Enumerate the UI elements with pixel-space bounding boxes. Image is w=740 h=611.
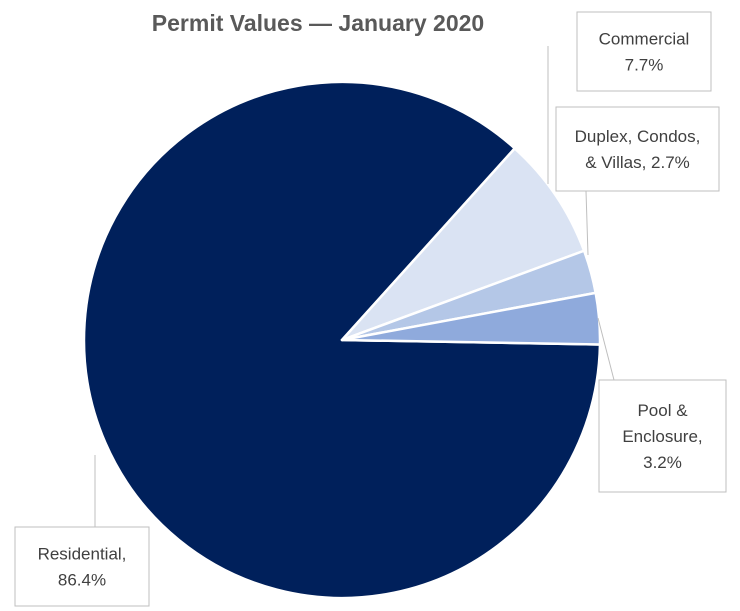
data-label-pool-and-enclosure: Pool & Enclosure, 3.2% bbox=[598, 379, 727, 493]
data-label-residential: Residential, 86.4% bbox=[14, 526, 150, 607]
slice-commercial bbox=[340, 147, 586, 342]
data-label-text: Duplex, Condos, bbox=[575, 127, 701, 146]
leader-line-duplex-condos-and-villas bbox=[585, 190, 589, 256]
data-label-text: 7.7% bbox=[625, 56, 664, 75]
data-label-text: 86.4% bbox=[58, 571, 106, 590]
data-label-box bbox=[598, 379, 727, 493]
data-label-text: Residential, bbox=[38, 545, 127, 564]
pie-slices bbox=[82, 80, 602, 600]
data-label-duplex-condos-and-villas: Duplex, Condos, & Villas, 2.7% bbox=[555, 106, 720, 192]
data-label-commercial: Commercial 7.7% bbox=[576, 11, 712, 92]
data-label-text: Pool & bbox=[637, 401, 688, 420]
data-label-box bbox=[555, 106, 720, 192]
data-label-box bbox=[576, 11, 712, 92]
leader-line-pool-and-enclosure bbox=[597, 317, 615, 381]
leader-lines bbox=[94, 46, 615, 527]
data-label-text: Enclosure, bbox=[622, 427, 702, 446]
data-label-text: Commercial bbox=[599, 30, 690, 49]
data-label-box bbox=[14, 526, 150, 607]
data-label-text: & Villas, 2.7% bbox=[585, 153, 690, 172]
chart-title: Permit Values — January 2020 bbox=[152, 10, 484, 36]
data-label-text: 3.2% bbox=[643, 453, 682, 472]
slice-pool-and-enclosure bbox=[340, 291, 602, 346]
data-labels: Residential, 86.4% Commercial 7.7% Duplex, C… bbox=[14, 11, 727, 607]
